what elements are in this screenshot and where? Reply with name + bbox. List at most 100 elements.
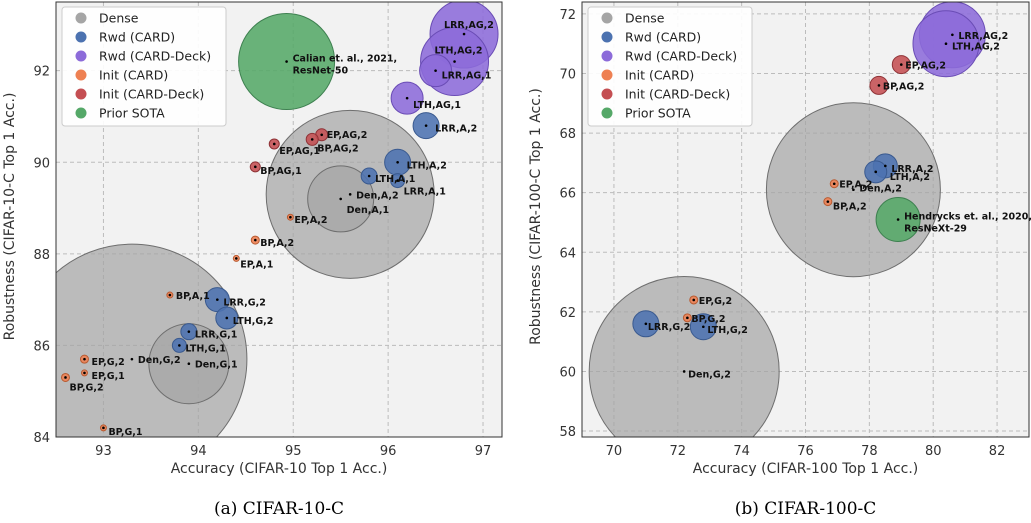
data-label: BP,A,1 xyxy=(176,291,210,302)
data-label: EP,G,2 xyxy=(91,357,124,368)
y-tick-label: 68 xyxy=(559,127,576,142)
data-label: LTH,AG,2 xyxy=(435,46,483,57)
data-label: LTH,A,1 xyxy=(375,174,415,185)
legend-marker xyxy=(601,69,613,81)
data-point-center xyxy=(682,370,686,373)
y-tick-label: 72 xyxy=(559,8,576,23)
data-point-center xyxy=(285,60,288,63)
data-label: LRR,A,1 xyxy=(404,187,446,198)
data-label: Calian et. al., 2021, xyxy=(293,54,398,65)
data-point-center xyxy=(130,357,134,361)
data-point-center xyxy=(396,160,399,164)
data-point-center xyxy=(852,188,855,192)
data-point-center xyxy=(225,316,229,320)
data-label: Den,A,2 xyxy=(356,190,398,201)
data-point-center xyxy=(83,371,86,375)
x-tick-label: 97 xyxy=(475,444,492,459)
data-point-center xyxy=(405,96,409,100)
data-point-center xyxy=(178,344,181,347)
plot-frame xyxy=(581,1,1030,438)
data-point-center xyxy=(339,197,342,201)
data-label: LRR,AG,2 xyxy=(958,31,1008,42)
data-point-center xyxy=(102,426,105,430)
data-point-center xyxy=(253,165,257,169)
y-tick-label: 66 xyxy=(559,187,576,202)
data-label: LRR,AG,2 xyxy=(444,20,494,31)
data-label: BP,AG,2 xyxy=(883,81,924,92)
x-tick-label: 82 xyxy=(989,444,1006,459)
data-point-center xyxy=(253,238,257,242)
data-label: BP,AG,1 xyxy=(260,166,301,177)
legend-marker xyxy=(75,50,87,62)
legend-label: Prior SOTA xyxy=(625,106,691,121)
data-label: LTH,AG,2 xyxy=(952,42,1000,53)
data-label: Den,G,2 xyxy=(688,369,731,380)
data-label: LRR,A,2 xyxy=(435,124,477,135)
data-point-center xyxy=(187,362,191,366)
legend-label: Rwd (CARD-Deck) xyxy=(625,49,737,64)
y-tick-label: 92 xyxy=(33,65,50,80)
data-point-center xyxy=(826,200,830,203)
data-label: EP,AG,2 xyxy=(327,130,368,141)
y-tick-label: 88 xyxy=(33,248,50,263)
data-label: BP,G,2 xyxy=(69,382,103,393)
data-point-center xyxy=(234,257,238,260)
data-point-center xyxy=(896,218,900,221)
x-tick-label: 94 xyxy=(190,444,207,459)
x-axis-label: Accuracy (CIFAR-10 Top 1 Acc.) xyxy=(171,461,388,477)
data-label: LRR,G,2 xyxy=(223,298,266,309)
x-axis-label: Accuracy (CIFAR-100 Top 1 Acc.) xyxy=(693,461,919,477)
legend-marker xyxy=(601,107,613,119)
data-label: LRR,A,2 xyxy=(891,164,933,175)
y-tick-label: 90 xyxy=(33,156,50,171)
legend-marker xyxy=(601,31,613,43)
data-label: Den,A,1 xyxy=(347,205,389,216)
data-point-center xyxy=(462,32,466,36)
data-point-center xyxy=(874,170,878,174)
legend-box xyxy=(61,6,227,127)
legend-label: Rwd (CARD) xyxy=(625,30,701,45)
data-point-center xyxy=(216,298,219,301)
data-label: EP,G,1 xyxy=(91,371,124,382)
data-label: BP,AG,2 xyxy=(317,143,358,154)
data-point-center xyxy=(692,298,696,302)
x-tick-label: 72 xyxy=(670,444,687,459)
x-tick-label: 96 xyxy=(380,444,397,459)
data-label: EP,A,2 xyxy=(294,215,327,226)
x-tick-label: 80 xyxy=(925,444,942,459)
legend-label: Init (CARD) xyxy=(625,68,694,83)
data-label: BP,G,1 xyxy=(108,427,142,438)
data-label: Den,G,1 xyxy=(195,360,238,371)
data-label: Den,G,2 xyxy=(138,355,181,366)
data-point-center xyxy=(832,182,836,186)
data-point-center xyxy=(289,215,292,219)
y-tick-label: 58 xyxy=(559,425,576,440)
data-point-center xyxy=(348,193,352,196)
legend-label: Init (CARD-Deck) xyxy=(99,87,204,102)
legend-label: Dense xyxy=(625,11,665,26)
data-label: EP,G,2 xyxy=(699,296,732,307)
data-point-center xyxy=(434,69,437,72)
data-point-center xyxy=(453,60,456,63)
y-axis-label: Robustness (CIFAR-10-C Top 1 Acc.) xyxy=(2,93,18,341)
data-point-center xyxy=(187,330,191,333)
data-label: BP,G,2 xyxy=(691,314,725,325)
legend-label: Init (CARD) xyxy=(99,68,168,83)
bubbles xyxy=(588,2,986,437)
data-label: EP,AG,1 xyxy=(279,146,320,157)
data-point-center xyxy=(64,376,67,379)
legend: Dense Rwd (CARD) Rwd (CARD-Deck) Init (CARD… xyxy=(587,6,753,127)
data-label: LTH,G,2 xyxy=(233,316,274,327)
legend-label: Dense xyxy=(99,11,139,26)
chart-panel-1: Den,G,2 Den,G,1 Den,A,2 Den,A,1 Calian et. a… xyxy=(2,1,503,519)
data-point-center xyxy=(877,84,881,87)
y-tick-label: 62 xyxy=(559,306,576,321)
plot-frame xyxy=(55,1,503,438)
x-tick-label: 76 xyxy=(797,444,814,459)
data-point-center xyxy=(83,357,86,361)
data-point-center xyxy=(367,174,371,178)
data-point-center xyxy=(944,42,948,46)
legend-marker xyxy=(601,50,613,62)
legend-marker xyxy=(75,31,87,43)
